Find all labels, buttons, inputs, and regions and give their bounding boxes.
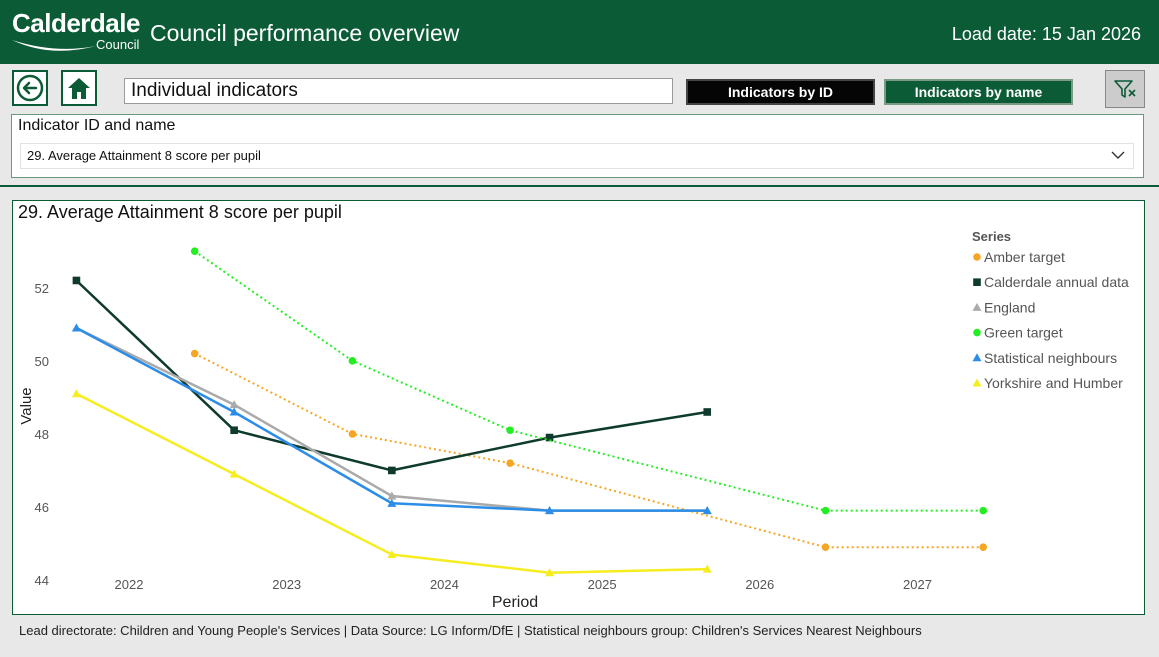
series-line-amber-target [194, 352, 984, 549]
data-point-calderdale-annual-data [388, 466, 396, 475]
data-point-calderdale-annual-data [230, 426, 238, 435]
back-arrow-icon [16, 74, 44, 102]
data-point-statistical-neighbours [71, 323, 81, 332]
data-point-amber-target [190, 349, 199, 358]
y-tick-label: 46 [35, 500, 49, 515]
legend-title: Series [972, 229, 1011, 244]
chart-panel: 29. Average Attainment 8 score per pupil… [12, 200, 1145, 615]
slicer-label: Indicator ID and name [18, 117, 176, 134]
series-line-england [75, 326, 708, 512]
legend-item: Yorkshire and Humber [984, 375, 1123, 391]
y-tick-label: 50 [35, 354, 49, 369]
series-line-yorkshire-and-humber [75, 392, 708, 574]
data-point-green-target [506, 426, 514, 435]
back-button[interactable] [12, 70, 48, 106]
indicators-by-name-button[interactable]: Indicators by name [884, 79, 1073, 105]
section-divider [0, 185, 1159, 187]
chart-title: 29. Average Attainment 8 score per pupil [18, 202, 342, 222]
page-name-box: Individual indicators [124, 78, 673, 104]
legend-marker [972, 353, 982, 362]
data-point-statistical-neighbours [387, 498, 397, 507]
data-point-calderdale-annual-data [72, 276, 81, 285]
x-tick-label: 2026 [745, 577, 774, 592]
indicator-selected-value: 29. Average Attainment 8 score per pupil [27, 148, 261, 163]
data-point-green-target [821, 506, 830, 515]
indicator-dropdown[interactable]: 29. Average Attainment 8 score per pupil [20, 143, 1134, 169]
home-icon [68, 78, 90, 99]
legend-marker [973, 253, 981, 261]
logo-swoosh-icon [12, 40, 96, 51]
logo-subtext: Council [96, 37, 140, 52]
data-point-england [387, 491, 397, 500]
legend-item: Amber target [984, 249, 1065, 265]
data-point-yorkshire-and-humber [702, 564, 712, 573]
indicators-by-id-button[interactable]: Indicators by ID [686, 79, 875, 105]
legend-marker [973, 328, 981, 337]
clear-filter-button[interactable] [1105, 70, 1145, 108]
data-point-yorkshire-and-humber [387, 549, 397, 558]
calderdale-logo: Calderdale Council [10, 8, 140, 60]
data-point-yorkshire-and-humber [71, 389, 81, 398]
data-point-calderdale-annual-data [545, 433, 554, 442]
data-point-statistical-neighbours [702, 506, 712, 515]
page-title: Council performance overview [150, 20, 460, 46]
data-point-green-target [348, 357, 357, 365]
legend-item: Calderdale annual data [984, 274, 1129, 290]
data-point-calderdale-annual-data [703, 408, 712, 416]
data-point-statistical-neighbours [229, 407, 239, 416]
y-tick-label: 44 [35, 573, 49, 588]
x-axis-label: Period [492, 594, 538, 611]
y-tick-label: 52 [35, 281, 49, 296]
x-tick-label: 2024 [430, 577, 459, 592]
legend-marker [972, 302, 982, 311]
data-point-amber-target [821, 543, 830, 551]
indicator-slicer: Indicator ID and name 29. Average Attain… [11, 114, 1144, 178]
x-tick-label: 2027 [903, 577, 932, 592]
data-point-green-target [190, 247, 199, 256]
series-line-green-target [194, 250, 984, 512]
data-point-statistical-neighbours [545, 506, 555, 515]
legend-item: Green target [984, 325, 1063, 341]
x-tick-label: 2023 [272, 577, 301, 592]
chevron-down-icon [1111, 151, 1125, 159]
load-date: Load date: 15 Jan 2026 [951, 24, 1141, 44]
footer-note: Lead directorate: Children and Young Peo… [19, 623, 922, 638]
data-point-yorkshire-and-humber [229, 469, 239, 478]
legend-marker [973, 278, 981, 286]
clear-filter-icon [1114, 80, 1136, 98]
data-point-england [229, 400, 239, 409]
data-point-amber-target [506, 459, 514, 467]
legend-item: Statistical neighbours [984, 350, 1117, 366]
y-axis-label: Value [18, 387, 35, 424]
x-tick-label: 2025 [588, 577, 617, 592]
series-line-statistical-neighbours [75, 326, 708, 512]
data-point-green-target [979, 506, 988, 515]
x-tick-label: 2022 [115, 577, 144, 592]
y-tick-label: 48 [35, 427, 49, 442]
logo-text: Calderdale [12, 8, 140, 38]
home-button[interactable] [61, 70, 97, 106]
data-point-amber-target [348, 430, 357, 438]
data-point-amber-target [979, 543, 988, 551]
legend-item: England [984, 299, 1035, 315]
header-bar: Calderdale Council Council performance o… [0, 0, 1159, 64]
line-chart: 44 46 48 50 52 2022 2023 2024 2025 2026 2027 Period… [18, 229, 1129, 611]
legend-marker [972, 378, 982, 387]
data-point-yorkshire-and-humber [545, 568, 555, 577]
